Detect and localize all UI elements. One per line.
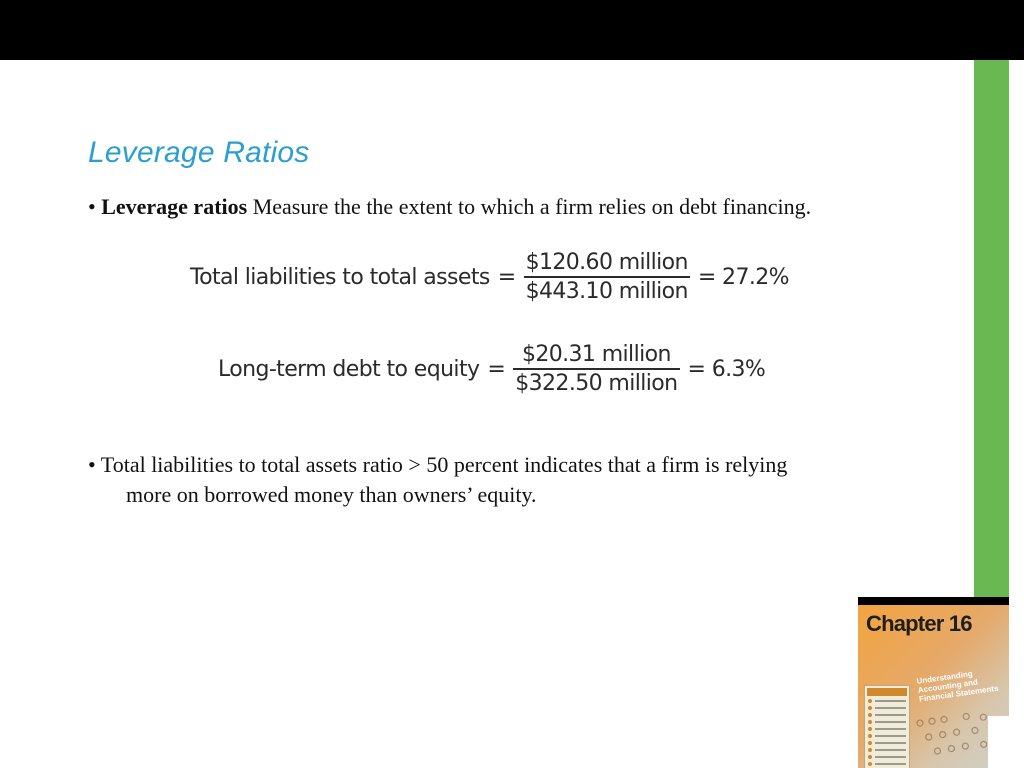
fraction-bar xyxy=(513,368,680,370)
top-black-bar xyxy=(0,0,1024,60)
bullet-term: Leverage ratios xyxy=(101,194,248,219)
equation-label: Total liabilities to total assets xyxy=(190,264,490,290)
equation-result: = 6.3% xyxy=(687,356,766,382)
numerator: $120.60 million xyxy=(525,250,689,275)
numerator: $20.31 million xyxy=(521,342,671,367)
bullet-line-1: • Total liabilities to total assets rati… xyxy=(88,452,788,477)
equation-result: = 27.2% xyxy=(697,264,790,290)
cover-corner xyxy=(988,716,1009,768)
equation-total-liabilities: Total liabilities to total assets = $120… xyxy=(190,250,790,304)
cover-title: Chapter 16 xyxy=(866,611,973,636)
slide-title: Leverage Ratios xyxy=(88,136,310,169)
number-texture-svg xyxy=(916,712,1005,755)
cover-objectives-panel xyxy=(864,685,910,768)
equals-sign: = xyxy=(487,356,506,382)
cover-artwork: Chapter 16 Understanding Accounting and … xyxy=(858,605,1009,768)
equation-debt-to-equity: Long-term debt to equity = $20.31 millio… xyxy=(218,342,766,396)
bullet-ratio-interpretation: • Total liabilities to total assets rati… xyxy=(88,450,928,510)
denominator: $322.50 million xyxy=(515,371,678,396)
bullet-text: Measure the the extent to which a firm r… xyxy=(247,194,812,219)
bullet-line-2: more on borrowed money than owners’ equi… xyxy=(126,482,537,507)
fraction: $20.31 million $322.50 million xyxy=(513,342,680,396)
chapter-cover-image: Chapter 16 Understanding Accounting and … xyxy=(858,597,1009,768)
bullet-leverage-definition: • Leverage ratios Measure the the extent… xyxy=(88,192,811,222)
fraction-bar xyxy=(523,276,690,278)
cover-number-texture xyxy=(907,689,1009,768)
equals-sign: = xyxy=(497,264,516,290)
equation-label: Long-term debt to equity xyxy=(218,356,480,382)
side-green-bar xyxy=(974,60,1009,600)
bullet-marker: • xyxy=(88,194,96,219)
fraction: $120.60 million $443.10 million xyxy=(523,250,690,304)
denominator: $443.10 million xyxy=(525,279,689,304)
